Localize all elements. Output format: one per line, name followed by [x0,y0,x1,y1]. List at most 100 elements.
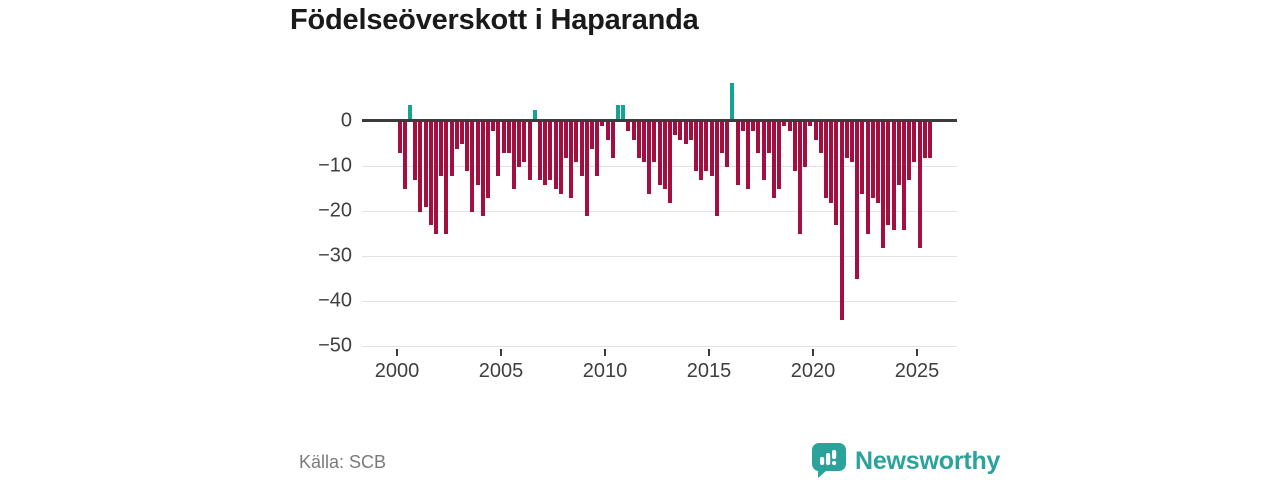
x-axis-tick [708,349,710,356]
x-axis-tick [500,349,502,356]
bar [527,121,532,180]
bar [839,121,844,320]
bar [714,121,719,216]
bar [543,121,548,185]
bar [486,121,490,198]
bar [522,121,527,162]
x-axis-tick [604,349,606,356]
bar [860,121,865,194]
bar [917,121,922,248]
bar [751,121,756,131]
bar [777,121,782,189]
bar [413,121,418,180]
bar [532,109,537,119]
bar [579,121,584,176]
bar [855,121,860,279]
gridline [362,300,957,302]
gridline [362,210,957,212]
bar [792,121,797,171]
bar [600,121,605,126]
bar [798,121,802,234]
bar [803,121,808,167]
bar [470,121,475,212]
bar [439,121,444,176]
bar [766,121,771,153]
bar [475,121,480,185]
bar [460,121,464,144]
bar [808,121,813,126]
bar [922,121,927,158]
bar [558,121,563,194]
bar [694,121,698,171]
bar [595,121,600,176]
bar [720,121,724,153]
bar [844,121,849,158]
x-axis-tick [396,349,398,356]
source-note: Källa: SCB [299,452,387,472]
bar [824,121,828,198]
x-axis-tick-label: 2005 [478,360,524,382]
y-axis-tick-label: −30 [318,244,352,266]
chart-title: Födelseöverskott i Haparanda [290,4,699,36]
bar [574,121,579,162]
x-axis-tick-label: 2020 [790,360,836,382]
bar [423,121,428,207]
x-axis-tick-label: 2015 [686,360,732,382]
brand-name: Newsworthy [855,446,1001,475]
bar [642,121,646,162]
y-axis-tick-label: −40 [318,289,352,311]
bar [870,121,875,198]
bar [496,121,501,176]
x-axis-tick [916,349,918,356]
x-axis-tick-label: 2025 [894,360,940,382]
bar [912,121,917,162]
bar [553,121,558,189]
x-axis-tick-label: 2010 [582,360,628,382]
bar [891,121,896,230]
bar [610,121,615,158]
bar [480,121,485,216]
bar [626,121,631,131]
bar [761,121,766,180]
bar [865,121,870,234]
bar [673,121,678,135]
bar [730,82,735,119]
bar [491,121,496,131]
newsworthy-logo-icon [811,443,846,479]
bar [506,121,511,153]
gridline [362,345,957,347]
brand-lockup: Newsworthy [811,443,1001,479]
bar [876,121,880,203]
bar [408,105,412,119]
bar [584,121,589,216]
bar [813,121,818,140]
bar [772,121,776,198]
bar [501,121,506,153]
bar [818,121,823,153]
bar [787,121,792,131]
bar [449,121,454,176]
y-axis-tick-label: −20 [318,199,352,221]
bar [704,121,709,171]
bar [636,121,641,158]
bar [517,121,522,167]
bar [616,105,620,119]
y-axis-tick-label: −50 [318,334,352,356]
bar [678,121,683,140]
bar [652,121,657,162]
bar [647,121,652,194]
bar [756,121,761,153]
bar [428,121,433,225]
bar [683,121,688,144]
bar [538,121,542,180]
bar [688,121,693,140]
bar [434,121,438,234]
bar [444,121,449,234]
bar [662,121,667,189]
bar [454,121,459,149]
zero-axis-line [362,119,957,122]
bar [725,121,730,167]
bar [709,121,714,176]
bar [569,121,574,198]
